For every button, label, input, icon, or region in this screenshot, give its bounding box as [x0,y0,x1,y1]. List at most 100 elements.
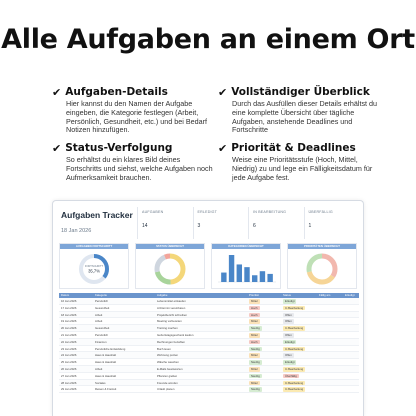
cell-datum[interactable]: 25 Jan 2026 [61,360,77,365]
cell-status[interactable]: In Bearbeitung [281,305,317,311]
cell-prioritaet[interactable]: Mittel [247,366,281,372]
cell-status[interactable]: Erledigt [281,339,317,345]
cell-datum[interactable]: 20 Jan 2026 [61,326,77,331]
cell-status[interactable]: In Bearbeitung [281,380,317,386]
cell-aufgabe[interactable]: Rechnungen bezahlen [157,339,185,344]
cell-kategorie[interactable]: Reisen & Freizeit [95,387,117,392]
cell-prioritaet[interactable]: Hoch [247,305,281,311]
cell-aufgabe[interactable]: Projektbericht schreiben [157,312,188,317]
cell-kategorie[interactable]: Gesundheit [95,305,110,310]
cell-faellig[interactable] [317,386,343,392]
table-row[interactable]: 23 Jan 2026 Persönliche Entwicklung Buch l… [59,346,359,353]
cell-status[interactable]: Überfällig [281,373,317,379]
cell-faellig[interactable] [317,325,343,331]
cell-kategorie[interactable]: Finanzen [95,339,107,344]
cell-erledigt[interactable] [343,373,359,379]
table-row[interactable]: 16 Jan 2026 Persönlich Lebensmittel einkau… [59,298,359,305]
cell-datum[interactable]: 29 Jan 2026 [61,387,77,392]
cell-datum[interactable]: 23 Jan 2026 [61,346,77,351]
cell-aufgabe[interactable]: Geburtstagsgeschenk kaufen [157,332,194,337]
cell-status[interactable]: Erledigt [281,359,317,365]
cell-kategorie[interactable]: Gesundheit [95,326,110,331]
table-row[interactable]: 20 Jan 2026 Gesundheit Training machen Nied… [59,325,359,332]
table-row[interactable]: 22 Jan 2026 Finanzen Rechnungen bezahlen Ho… [59,338,359,346]
cell-status[interactable]: In Bearbeitung [281,386,317,392]
cell-prioritaet[interactable]: Hoch [247,312,281,318]
table-row[interactable]: 26 Jan 2026 Arbeit E-Mails beantworten Mitt… [59,365,359,373]
table-row[interactable]: 21 Jan 2026 Persönlich Geburtstagsgeschenk… [59,332,359,339]
cell-faellig[interactable] [317,339,343,345]
cell-faellig[interactable] [317,298,343,304]
cell-faellig[interactable] [317,373,343,379]
cell-datum[interactable]: 18 Jan 2026 [61,312,77,317]
cell-aufgabe[interactable]: Urlaub planen [157,387,175,392]
cell-prioritaet[interactable]: Mittel [247,298,281,304]
cell-status[interactable]: In Bearbeitung [281,346,317,352]
cell-prioritaet[interactable]: Niedrig [247,386,281,392]
cell-erledigt[interactable] [343,298,359,304]
table-row[interactable]: 29 Jan 2026 Reisen & Freizeit Urlaub plane… [59,386,359,394]
cell-faellig[interactable] [317,312,343,318]
cell-faellig[interactable] [317,366,343,372]
cell-erledigt[interactable] [343,305,359,311]
cell-kategorie[interactable]: Persönlich [95,299,109,303]
cell-prioritaet[interactable]: Niedrig [247,325,281,331]
cell-kategorie[interactable]: Arbeit [95,366,103,371]
cell-erledigt[interactable] [343,346,359,352]
cell-datum[interactable]: 24 Jan 2026 [61,353,77,358]
cell-faellig[interactable] [317,352,343,358]
cell-prioritaet[interactable]: Mittel [247,318,281,324]
cell-erledigt[interactable] [343,352,359,358]
cell-erledigt[interactable] [343,332,359,338]
cell-aufgabe[interactable]: Wohnung putzen [157,353,179,358]
cell-datum[interactable]: 22 Jan 2026 [61,339,77,344]
cell-status[interactable]: Offen [281,352,317,358]
cell-aufgabe[interactable]: Lebensmittel einkaufen [157,299,186,303]
cell-prioritaet[interactable]: Mittel [247,380,281,386]
cell-prioritaet[interactable]: Mittel [247,332,281,338]
cell-erledigt[interactable] [343,339,359,345]
cell-status[interactable]: Offen [281,332,317,338]
cell-datum[interactable]: 16 Jan 2026 [61,299,77,303]
cell-erledigt[interactable] [343,359,359,365]
cell-erledigt[interactable] [343,386,359,392]
cell-status[interactable]: In Bearbeitung [281,366,317,372]
cell-kategorie[interactable]: Haus & Haushalt [95,360,116,365]
cell-faellig[interactable] [317,359,343,365]
table-row[interactable]: 28 Jan 2026 Soziales Freunde anrufen Mittel… [59,379,359,387]
cell-aufgabe[interactable]: Training machen [157,326,178,331]
cell-datum[interactable]: 21 Jan 2026 [61,332,77,337]
cell-aufgabe[interactable]: E-Mails beantworten [157,366,183,371]
cell-aufgabe[interactable]: Pflanzen gießen [157,373,178,378]
cell-erledigt[interactable] [343,312,359,318]
table-row[interactable]: 18 Jan 2026 Arbeit Projektbericht schreibe… [59,311,359,319]
cell-kategorie[interactable]: Persönliche Entwicklung [95,346,126,351]
cell-faellig[interactable] [317,305,343,311]
cell-erledigt[interactable] [343,325,359,331]
cell-kategorie[interactable]: Haus & Haushalt [95,353,116,358]
table-row[interactable]: 27 Jan 2026 Haus & Haushalt Pflanzen gieße… [59,373,359,380]
cell-aufgabe[interactable]: Freunde anrufen [157,380,178,385]
cell-aufgabe[interactable]: Arzttermin vereinbaren [157,305,186,310]
cell-prioritaet[interactable]: Niedrig [247,359,281,365]
cell-status[interactable]: Erledigt [281,298,317,304]
cell-faellig[interactable] [317,332,343,338]
table-row[interactable]: 24 Jan 2026 Haus & Haushalt Wohnung putzen… [59,352,359,360]
cell-aufgabe[interactable]: Wäsche waschen [157,360,179,365]
cell-datum[interactable]: 27 Jan 2026 [61,373,77,378]
cell-kategorie[interactable]: Haus & Haushalt [95,373,116,378]
cell-faellig[interactable] [317,346,343,352]
cell-faellig[interactable] [317,318,343,324]
cell-prioritaet[interactable]: Niedrig [247,373,281,379]
cell-kategorie[interactable]: Arbeit [95,319,103,324]
cell-kategorie[interactable]: Arbeit [95,312,103,317]
cell-datum[interactable]: 26 Jan 2026 [61,366,77,371]
cell-faellig[interactable] [317,380,343,386]
cell-prioritaet[interactable]: Niedrig [247,346,281,352]
cell-erledigt[interactable] [343,380,359,386]
cell-erledigt[interactable] [343,318,359,324]
cell-aufgabe[interactable]: Buch lesen [157,346,171,351]
cell-status[interactable]: Offen [281,318,317,324]
cell-datum[interactable]: 28 Jan 2026 [61,380,77,385]
table-row[interactable]: 17 Jan 2026 Gesundheit Arzttermin vereinba… [59,305,359,312]
